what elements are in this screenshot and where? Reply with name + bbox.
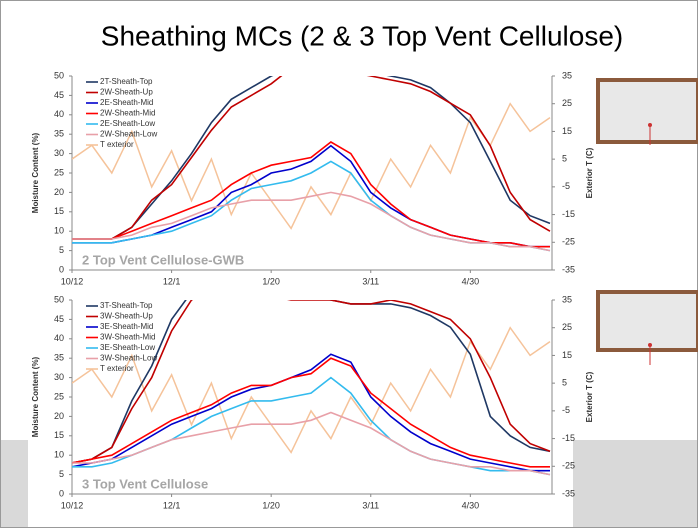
plot-lines xyxy=(72,300,551,476)
x-tick-label: 3/11 xyxy=(362,500,379,510)
legend-label: 3W-Sheath-Mid xyxy=(100,333,155,342)
y-tick-label: 45 xyxy=(54,90,64,100)
annotation-bg xyxy=(78,476,248,492)
y-tick-label: 20 xyxy=(54,187,64,197)
x-tick-label: 10/12 xyxy=(61,276,84,286)
y2-tick-label: -15 xyxy=(562,433,575,443)
y2-tick-label: -5 xyxy=(562,181,570,191)
legend-label: 2W-Sheath-Mid xyxy=(100,109,155,118)
y2-tick-label: -35 xyxy=(562,264,575,274)
legend-label: 3W-Sheath-Low xyxy=(100,354,157,363)
series-line xyxy=(72,353,550,472)
x-tick-label: 4/30 xyxy=(462,500,480,510)
y-tick-label: 25 xyxy=(54,167,64,177)
y-tick-label: 50 xyxy=(54,294,64,304)
series-line xyxy=(72,300,551,464)
series-line xyxy=(72,76,551,240)
slide-title: Sheathing MCs (2 & 3 Top Vent Cellulose) xyxy=(101,20,623,51)
y2-tick-label: 25 xyxy=(562,98,572,108)
annotation: 2 Top Vent Cellulose-GWB xyxy=(82,252,244,267)
y-tick-label: 15 xyxy=(54,430,64,440)
series-line xyxy=(72,102,551,230)
y2-tick-label: 35 xyxy=(562,70,572,80)
y2-axis-title: Exterior T (C) xyxy=(585,147,594,198)
series-line xyxy=(72,326,551,454)
annotation-bg xyxy=(78,252,248,268)
annotation: 3 Top Vent Cellulose xyxy=(82,476,208,491)
y2-tick-label: -35 xyxy=(562,488,575,498)
y-axis-title: Moisture Content (%) xyxy=(31,356,40,437)
y-tick-label: 35 xyxy=(54,129,64,139)
y2-tick-label: 15 xyxy=(562,126,572,136)
plot-lines xyxy=(72,76,551,252)
y-tick-label: 5 xyxy=(59,245,64,255)
legend-label: 3E-Sheath-Low xyxy=(100,343,155,352)
series-line xyxy=(72,141,550,248)
y-tick-label: 10 xyxy=(54,450,64,460)
x-tick-label: 1/20 xyxy=(262,276,280,286)
y2-tick-label: -5 xyxy=(562,405,570,415)
series-line xyxy=(72,300,551,464)
legend-label: 3T-Sheath-Top xyxy=(100,301,153,310)
legend-label: T exterior xyxy=(100,364,134,373)
y2-axis-title: Exterior T (C) xyxy=(585,371,594,422)
legend-label: 3E-Sheath-Mid xyxy=(100,322,153,331)
diagram-2 xyxy=(596,290,698,365)
y-tick-label: 20 xyxy=(54,411,64,421)
diagram-1 xyxy=(596,78,698,145)
y-tick-label: 0 xyxy=(59,488,64,498)
x-tick-label: 4/30 xyxy=(462,276,480,286)
y2-tick-label: 35 xyxy=(562,294,572,304)
y-tick-label: 40 xyxy=(54,109,64,119)
y-tick-label: 30 xyxy=(54,372,64,382)
x-tick-label: 3/11 xyxy=(362,276,379,286)
y-tick-label: 5 xyxy=(59,469,64,479)
x-tick-label: 10/12 xyxy=(61,500,84,510)
legend-label: 2E-Sheath-Low xyxy=(100,119,155,128)
y2-tick-label: -25 xyxy=(562,461,575,471)
y2-tick-label: -15 xyxy=(562,209,575,219)
series-line xyxy=(72,411,551,476)
legend-label: 2E-Sheath-Mid xyxy=(100,98,153,107)
y-tick-label: 50 xyxy=(54,70,64,80)
series-line xyxy=(72,160,551,252)
y-axis-title: Moisture Content (%) xyxy=(31,132,40,213)
legend-label: 2W-Sheath-Up xyxy=(100,88,153,97)
series-line xyxy=(72,357,550,468)
legend-label: T exterior xyxy=(100,140,134,149)
y2-tick-label: 25 xyxy=(562,322,572,332)
y-tick-label: 25 xyxy=(54,391,64,401)
y2-tick-label: 5 xyxy=(562,378,567,388)
x-tick-label: 12/1 xyxy=(163,500,181,510)
y-tick-label: 15 xyxy=(54,206,64,216)
y-tick-label: 45 xyxy=(54,314,64,324)
y2-tick-label: -25 xyxy=(562,237,575,247)
legend-label: 2T-Sheath-Top xyxy=(100,77,153,86)
series-line xyxy=(72,76,551,240)
y-tick-label: 10 xyxy=(54,226,64,236)
y2-tick-label: 5 xyxy=(562,154,567,164)
y2-tick-label: 15 xyxy=(562,350,572,360)
y-tick-label: 0 xyxy=(59,264,64,274)
x-tick-label: 12/1 xyxy=(163,276,181,286)
y-tick-label: 35 xyxy=(54,353,64,363)
x-tick-label: 1/20 xyxy=(262,500,280,510)
legend-label: 3W-Sheath-Up xyxy=(100,312,153,321)
y-tick-label: 30 xyxy=(54,148,64,158)
legend-label: 2W-Sheath-Low xyxy=(100,130,157,139)
series-line xyxy=(72,191,551,252)
y-tick-label: 40 xyxy=(54,333,64,343)
